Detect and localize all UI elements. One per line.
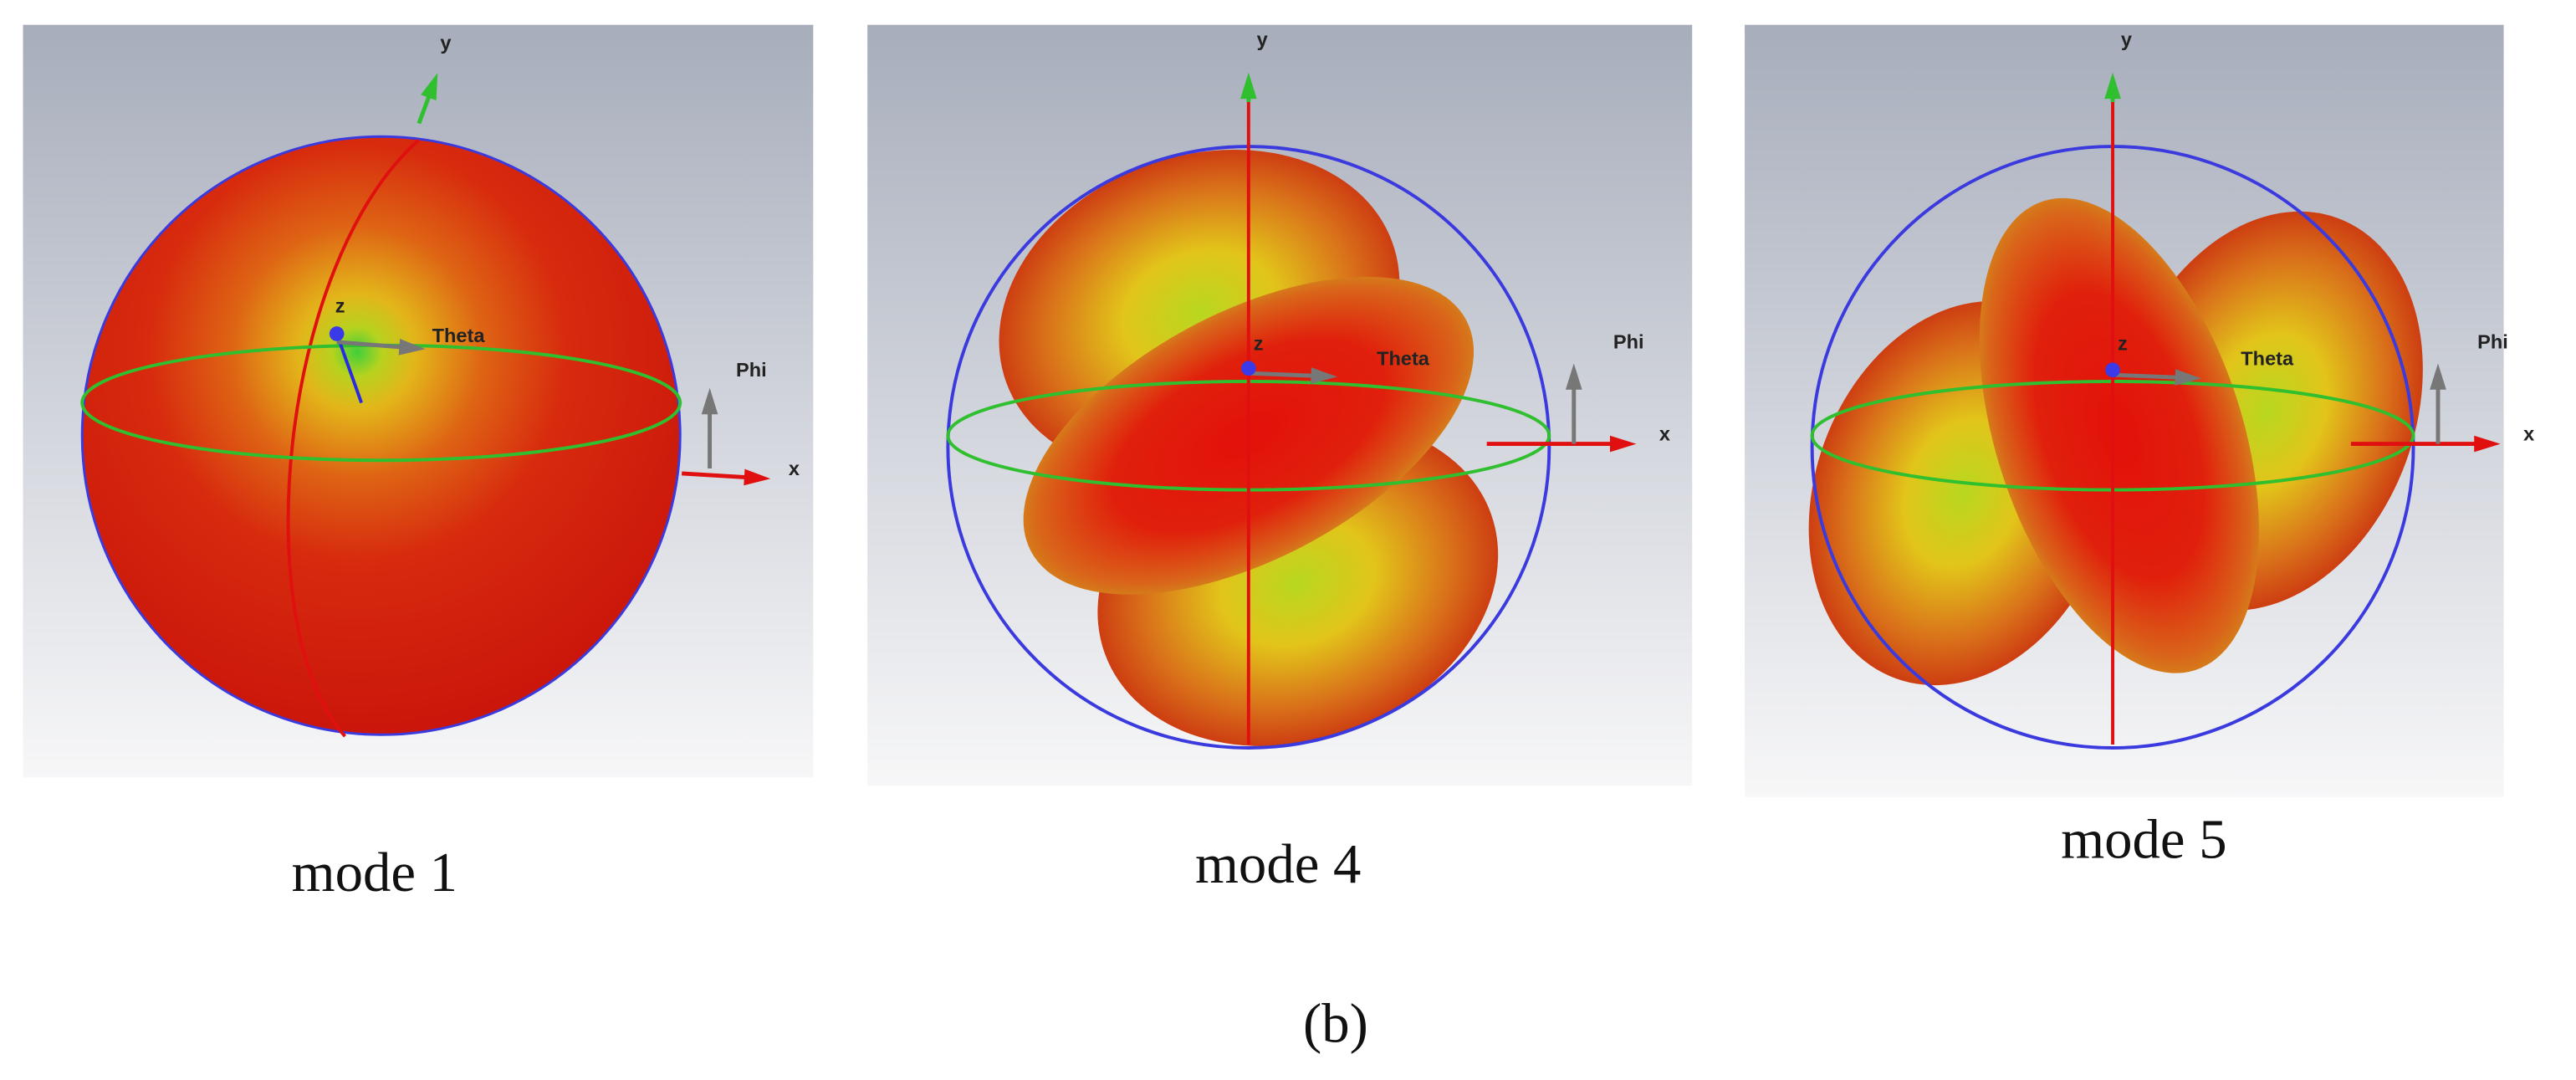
arrow-head bbox=[744, 468, 771, 486]
arrow-head bbox=[2474, 435, 2501, 453]
arrow-head bbox=[1565, 363, 1582, 390]
arrow-head bbox=[1610, 435, 1637, 453]
axis-label: x bbox=[2523, 423, 2534, 445]
arrow-head bbox=[421, 73, 438, 101]
axis-label: Phi bbox=[1613, 331, 1644, 353]
panel-caption: mode 5 bbox=[2061, 809, 2226, 871]
axis-label: Theta bbox=[1377, 347, 1430, 369]
axis-label: z bbox=[1254, 333, 1264, 355]
panel: y x z Theta Phi bbox=[1745, 24, 2534, 797]
figure-label: (b) bbox=[1303, 993, 1368, 1055]
arrow-head bbox=[701, 387, 718, 415]
axis-label: x bbox=[789, 458, 800, 479]
axis-label: Phi bbox=[2477, 331, 2508, 353]
axis-label: y bbox=[1257, 28, 1268, 50]
arrow-head bbox=[2175, 369, 2202, 386]
pattern-sphere bbox=[80, 135, 682, 736]
arrow-head bbox=[2104, 72, 2121, 100]
arrow-head bbox=[398, 338, 426, 356]
axis-label: y bbox=[2121, 28, 2132, 50]
panel: y x z Theta Phi bbox=[867, 24, 1693, 786]
axis-label: y bbox=[440, 32, 451, 54]
origin-dot bbox=[329, 326, 345, 341]
arrow-head bbox=[1240, 72, 1257, 100]
panel-caption: mode 4 bbox=[1195, 833, 1361, 895]
axis-label: z bbox=[2118, 333, 2128, 355]
arrow-head bbox=[2430, 363, 2446, 390]
axis-label: z bbox=[335, 294, 345, 316]
z-axis bbox=[335, 333, 363, 404]
arrow-head bbox=[1311, 367, 1337, 384]
panel: y x z Theta Phi bbox=[23, 24, 814, 778]
axis-label: Theta bbox=[432, 325, 486, 346]
origin-dot bbox=[1241, 361, 1256, 376]
lobe-core bbox=[1979, 197, 2260, 673]
axis-label: Phi bbox=[736, 359, 767, 381]
meridian bbox=[286, 138, 421, 738]
axis-label: x bbox=[1659, 423, 1670, 445]
axis-label: Theta bbox=[2241, 347, 2294, 369]
origin-dot bbox=[2105, 362, 2120, 378]
panel-caption: mode 1 bbox=[292, 842, 457, 903]
